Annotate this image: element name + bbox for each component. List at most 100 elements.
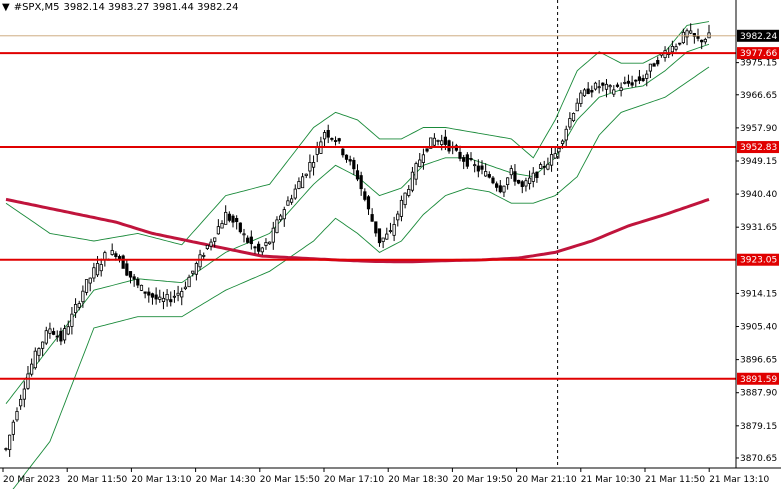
candle xyxy=(147,287,151,303)
candle xyxy=(615,82,620,88)
candle xyxy=(703,37,707,45)
candle-body xyxy=(370,214,374,222)
triangle-down-icon[interactable]: ▼ xyxy=(2,2,10,13)
candle-body xyxy=(92,267,96,279)
candle-body xyxy=(399,199,404,217)
price-level-label: 3952.83 xyxy=(740,143,777,153)
candle xyxy=(348,155,352,166)
candle-body xyxy=(194,263,198,275)
candle xyxy=(593,81,598,91)
candle xyxy=(30,358,34,377)
support-resistance-levels[interactable]: 3982.24 3977.66 3952.83 3923.05 3891.59 xyxy=(0,29,779,385)
x-tick-label: 20 Mar 13:10 xyxy=(131,475,191,485)
candle xyxy=(473,160,477,173)
candle-body xyxy=(495,183,499,188)
candle-body xyxy=(330,138,334,140)
candle xyxy=(213,237,217,248)
candle-body xyxy=(11,421,15,435)
candle-body xyxy=(447,140,451,152)
candle-body xyxy=(95,263,100,276)
candle xyxy=(377,228,382,247)
candle xyxy=(176,285,180,302)
candle-body xyxy=(502,185,506,193)
candle-body xyxy=(249,236,253,245)
candle xyxy=(513,164,517,186)
candle-body xyxy=(333,140,338,142)
candle xyxy=(458,145,462,162)
candle xyxy=(297,177,301,190)
candle xyxy=(579,90,583,107)
candle-body xyxy=(473,164,477,167)
candle xyxy=(601,82,605,92)
y-tick-label: 3966.65 xyxy=(740,91,777,101)
x-tick-label: 20 Mar 15:50 xyxy=(260,475,320,485)
candle-body xyxy=(260,247,264,253)
x-tick-label: 20 Mar 19:50 xyxy=(452,475,512,485)
candle-body xyxy=(476,165,480,172)
candle xyxy=(604,79,609,98)
y-tick-label: 3905.40 xyxy=(740,323,777,333)
y-tick-label: 3931.65 xyxy=(740,223,777,233)
candle-body xyxy=(44,330,48,344)
candle xyxy=(121,254,125,269)
candle-body xyxy=(414,163,418,180)
candle xyxy=(132,273,136,287)
candle-body xyxy=(253,246,257,249)
candle-body xyxy=(264,242,268,246)
candle-body xyxy=(136,278,140,286)
candle xyxy=(619,82,623,97)
candle-body xyxy=(187,276,191,288)
candle-body xyxy=(352,159,356,170)
candle xyxy=(282,206,286,227)
candle xyxy=(51,327,56,336)
candle-body xyxy=(183,286,188,290)
candle xyxy=(326,124,330,144)
candle-body xyxy=(37,348,41,356)
candle-body xyxy=(132,276,136,280)
candle xyxy=(209,238,213,251)
candle xyxy=(692,32,696,44)
candle-body xyxy=(150,293,155,298)
candle-body xyxy=(55,335,59,338)
candle-body xyxy=(176,292,180,296)
candle-body xyxy=(469,158,473,160)
x-tick-label: 20 Mar 18:30 xyxy=(388,475,448,485)
candle-body xyxy=(238,222,242,233)
candle xyxy=(374,221,378,237)
candle xyxy=(517,179,521,185)
candle-body xyxy=(648,63,653,72)
candle xyxy=(549,147,554,172)
candle-body xyxy=(564,128,568,141)
candle-body xyxy=(81,290,85,303)
candle-body xyxy=(487,174,491,178)
candle xyxy=(396,210,400,227)
candle xyxy=(502,185,506,198)
candle xyxy=(410,166,415,193)
candle xyxy=(194,261,198,281)
candle-body xyxy=(48,328,52,334)
candle xyxy=(19,394,23,410)
candle xyxy=(22,381,26,408)
candle-body xyxy=(128,271,133,278)
candle xyxy=(359,171,363,196)
candle-body xyxy=(26,373,30,389)
candle xyxy=(568,112,572,130)
candle xyxy=(637,69,642,85)
x-tick-label: 20 Mar 17:10 xyxy=(324,475,384,485)
candle-body xyxy=(700,39,704,43)
candle-body xyxy=(509,168,513,176)
candle xyxy=(564,125,568,148)
candle-body xyxy=(308,162,312,172)
candle xyxy=(103,250,107,267)
candle xyxy=(315,141,319,163)
ma-line xyxy=(5,197,710,264)
candle xyxy=(125,260,129,277)
price-level-label: 3891.59 xyxy=(740,375,777,385)
candle-body xyxy=(242,233,246,236)
candle-body xyxy=(257,243,261,252)
candle-body xyxy=(421,154,426,163)
candle-body xyxy=(692,33,696,37)
candle-body xyxy=(491,177,495,184)
